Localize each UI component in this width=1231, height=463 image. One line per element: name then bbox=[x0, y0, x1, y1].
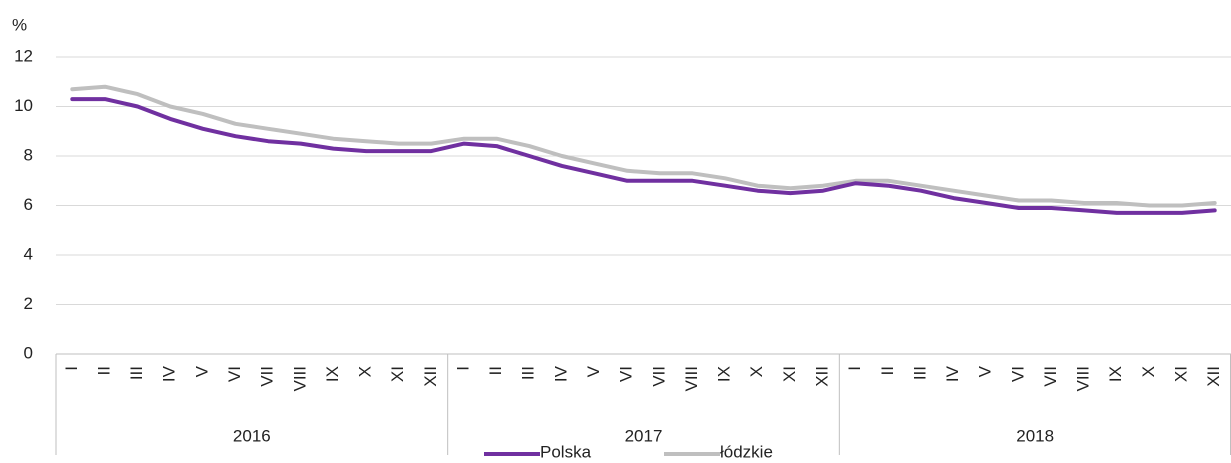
y-tick-label: 10 bbox=[14, 96, 33, 115]
x-tick-label: III bbox=[127, 366, 146, 380]
x-tick-label: VII bbox=[649, 366, 668, 387]
x-tick-label: XI bbox=[1172, 366, 1191, 382]
x-tick-label: XII bbox=[421, 366, 440, 387]
x-tick-label: X bbox=[356, 366, 375, 377]
line-series bbox=[70, 84, 1217, 208]
x-tick-label: XI bbox=[780, 366, 799, 382]
x-tick-label: X bbox=[747, 366, 766, 377]
y-tick-label: 12 bbox=[14, 46, 33, 65]
line-series bbox=[70, 97, 1217, 215]
y-tick-label: 8 bbox=[24, 145, 33, 164]
x-tick-label: XII bbox=[812, 366, 831, 387]
x-tick-label: X bbox=[1139, 366, 1158, 377]
x-tick-label: I bbox=[62, 366, 81, 371]
group-label: 2017 bbox=[625, 426, 663, 445]
x-tick-label: V bbox=[192, 365, 211, 377]
x-tick-label: VI bbox=[225, 366, 244, 382]
y-tick-label: 0 bbox=[24, 343, 33, 362]
x-tick-label: XII bbox=[1204, 366, 1223, 387]
x-tick-label: VIII bbox=[682, 366, 701, 392]
x-tick-label: II bbox=[878, 366, 897, 375]
x-tick-label: II bbox=[486, 366, 505, 375]
x-tick-label: IV bbox=[943, 365, 962, 382]
y-axis-label: % bbox=[12, 15, 27, 34]
x-tick-label: VI bbox=[617, 366, 636, 382]
legend-label: Polska bbox=[540, 442, 592, 461]
x-tick-label: I bbox=[453, 366, 472, 371]
x-tick-label: VIII bbox=[290, 366, 309, 392]
legend-label: łódzkie bbox=[720, 442, 773, 461]
x-tick-label: VII bbox=[1041, 366, 1060, 387]
group-label: 2016 bbox=[233, 426, 271, 445]
y-tick-label: 4 bbox=[24, 244, 33, 263]
x-tick-label: III bbox=[910, 366, 929, 380]
x-tick-label: IV bbox=[160, 365, 179, 382]
x-tick-label: V bbox=[976, 365, 995, 377]
group-label: 2018 bbox=[1016, 426, 1054, 445]
x-tick-label: VII bbox=[258, 366, 277, 387]
y-tick-label: 6 bbox=[24, 195, 33, 214]
x-tick-label: V bbox=[584, 365, 603, 377]
x-tick-label: IX bbox=[1106, 366, 1125, 382]
x-tick-label: IV bbox=[551, 365, 570, 382]
y-tick-label: 2 bbox=[24, 294, 33, 313]
x-tick-label: I bbox=[845, 366, 864, 371]
x-tick-label: VI bbox=[1008, 366, 1027, 382]
x-tick-label: IX bbox=[323, 366, 342, 382]
x-tick-label: II bbox=[94, 366, 113, 375]
x-tick-label: III bbox=[519, 366, 538, 380]
x-tick-label: IX bbox=[715, 366, 734, 382]
x-tick-label: VIII bbox=[1074, 366, 1093, 392]
x-tick-label: XI bbox=[388, 366, 407, 382]
